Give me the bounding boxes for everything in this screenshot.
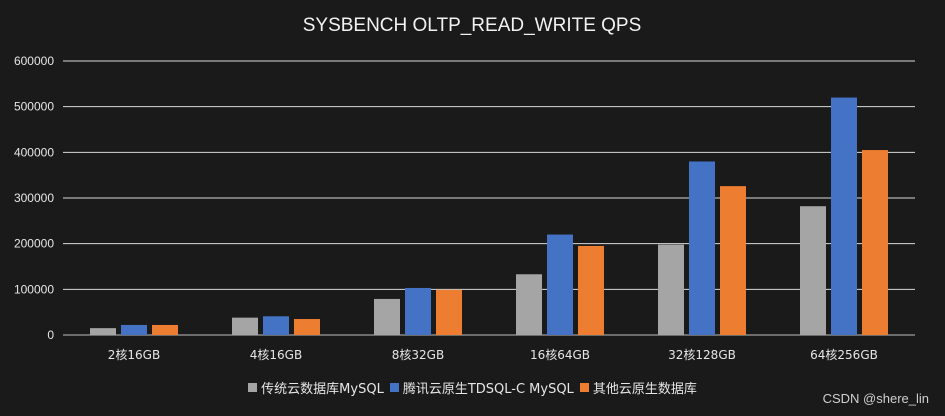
y-tick-label: 200000 xyxy=(14,237,54,251)
legend: 传统云数据库MySQL 腾讯云原生TDSQL-C MySQL 其他云原生数据库 xyxy=(0,378,945,397)
bar xyxy=(800,206,826,335)
y-tick-label: 400000 xyxy=(14,145,54,159)
watermark: CSDN @shere_lin xyxy=(822,391,929,406)
bar xyxy=(152,324,178,335)
x-axis-ticks: 2核16GB 4核16GB 8核32GB 16核64GB 32核128GB 64核256G… xyxy=(108,348,878,362)
bar xyxy=(263,316,289,335)
x-tick-label: 16核64GB xyxy=(530,348,590,362)
legend-label: 传统云数据库MySQL xyxy=(261,382,384,397)
bar xyxy=(294,319,320,335)
legend-swatch xyxy=(389,383,399,392)
x-tick-label: 2核16GB xyxy=(108,348,160,362)
legend-label: 其他云原生数据库 xyxy=(592,382,697,397)
bar xyxy=(374,298,400,335)
bar xyxy=(658,244,684,335)
chart-title: SYSBENCH OLTP_READ_WRITE QPS xyxy=(303,15,642,36)
bars xyxy=(90,97,888,336)
bar xyxy=(516,274,542,335)
legend-item: 其他云原生数据库 xyxy=(579,378,697,397)
legend-label: 腾讯云原生TDSQL-C MySQL xyxy=(402,382,574,397)
bar xyxy=(436,289,462,335)
bar xyxy=(232,317,258,335)
bar xyxy=(121,324,147,335)
bar xyxy=(90,328,116,335)
x-tick-label: 4核16GB xyxy=(250,348,302,362)
x-tick-label: 64核256GB xyxy=(810,348,878,362)
legend-item: 腾讯云原生TDSQL-C MySQL xyxy=(389,378,574,397)
bar xyxy=(547,234,573,335)
y-tick-label: 500000 xyxy=(14,100,54,114)
y-tick-label: 0 xyxy=(47,328,54,342)
legend-swatch xyxy=(248,383,258,392)
y-tick-label: 600000 xyxy=(14,54,54,68)
bar xyxy=(689,161,715,335)
y-axis-ticks: 0 100000 200000 300000 400000 500000 600000 xyxy=(14,54,54,342)
bar xyxy=(405,287,431,335)
x-tick-label: 8核32GB xyxy=(392,348,444,362)
y-tick-label: 100000 xyxy=(14,282,54,296)
legend-swatch xyxy=(579,383,589,392)
bar xyxy=(578,245,604,335)
bar xyxy=(831,97,857,336)
x-tick-label: 32核128GB xyxy=(668,348,736,362)
bar xyxy=(720,186,746,335)
legend-item: 传统云数据库MySQL xyxy=(248,378,384,397)
y-tick-label: 300000 xyxy=(14,191,54,205)
gridlines xyxy=(63,60,915,336)
bar xyxy=(862,150,888,335)
